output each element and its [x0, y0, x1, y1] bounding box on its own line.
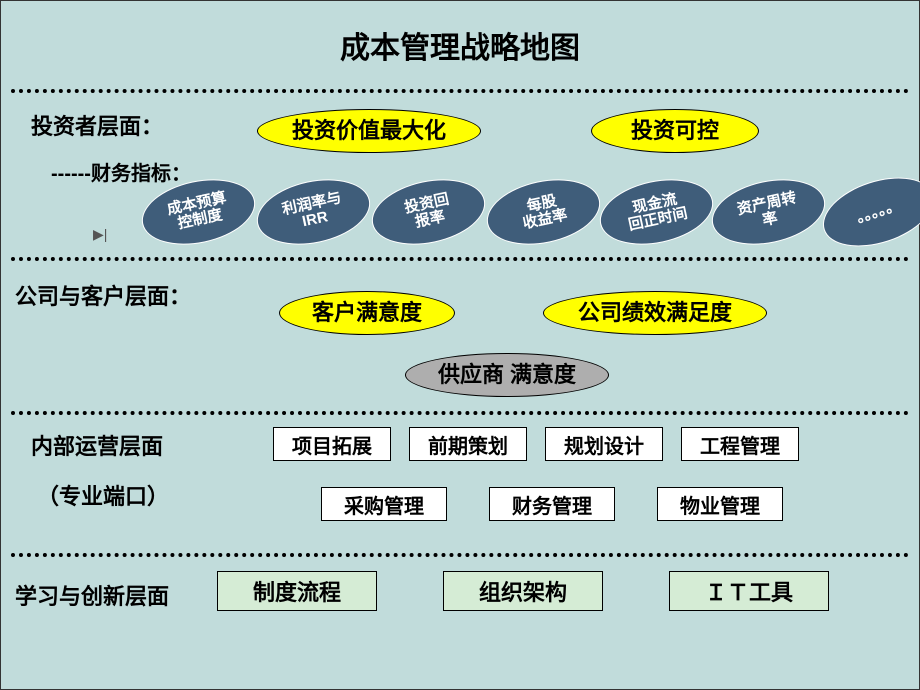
learn-process: 制度流程 [217, 571, 377, 611]
op-finance: 财务管理 [489, 487, 615, 521]
divider-1 [11, 89, 909, 93]
kpi-cashflow: 现金流回正时间 [594, 170, 719, 255]
strategy-map-canvas: 成本管理战略地图 投资者层面： ------财务指标： 投资价值最大化 投资可控… [0, 0, 920, 690]
op-project-expansion: 项目拓展 [273, 427, 391, 461]
op-engineering: 工程管理 [681, 427, 799, 461]
op-property: 物业管理 [657, 487, 783, 521]
divider-4 [11, 553, 909, 557]
divider-2 [11, 257, 909, 261]
play-icon: ▶| [93, 226, 107, 243]
divider-3 [11, 411, 909, 415]
customer-label: 公司与客户层面： [15, 279, 191, 311]
yellow-goal-max-value: 投资价值最大化 [257, 109, 481, 153]
kpi-more: 。。。。。 [814, 165, 920, 260]
learn-org: 组织架构 [443, 571, 603, 611]
kpi-eps: 每股收益率 [481, 170, 606, 255]
kpi-profit-irr: 利润率与IRR [251, 170, 376, 255]
yellow-customer-satisfaction: 客户满意度 [279, 291, 455, 335]
operations-label-1: 内部运营层面 [31, 429, 163, 461]
learning-label: 学习与创新层面 [15, 579, 169, 611]
gray-supplier-satisfaction: 供应商 满意度 [405, 353, 609, 397]
investor-label: 投资者层面： [31, 109, 163, 141]
op-design: 规划设计 [545, 427, 663, 461]
main-title: 成本管理战略地图 [1, 23, 919, 67]
financial-indicator-label: ------财务指标： [51, 157, 191, 186]
op-procurement: 采购管理 [321, 487, 447, 521]
operations-label-2: （专业端口） [37, 479, 169, 511]
op-early-planning: 前期策划 [409, 427, 527, 461]
yellow-goal-controllable: 投资可控 [591, 109, 759, 153]
kpi-asset-turnover: 资产周转率 [706, 170, 831, 255]
kpi-roi: 投资回报率 [366, 170, 491, 255]
yellow-company-performance: 公司绩效满足度 [543, 291, 767, 335]
learn-it: ＩＴ工具 [669, 571, 829, 611]
